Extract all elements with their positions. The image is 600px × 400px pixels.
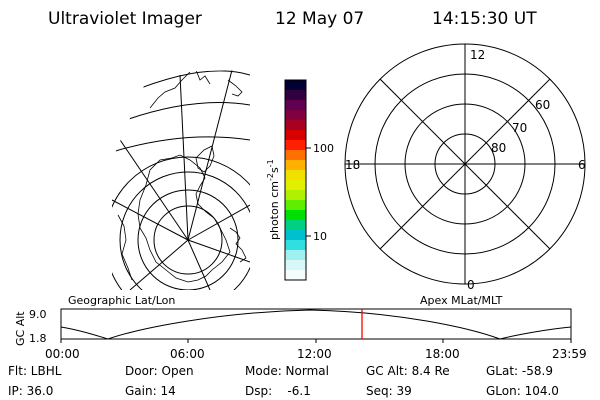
time-tick-label: 06:00: [170, 347, 205, 361]
door-value: Door: Open: [125, 364, 194, 378]
mlt-label-6: 6: [578, 158, 586, 172]
color-bar-cell: [285, 180, 306, 191]
mlt-label-12: 12: [470, 48, 485, 62]
y-tick-label: 9.0: [29, 308, 47, 321]
instrument-title: Ultraviolet Imager: [48, 9, 202, 29]
color-bar-cell: [285, 110, 306, 121]
polar-labels: 12 18 6 0 60 70 80: [345, 48, 586, 292]
color-bar-axis-label: photon cm-2s-1: [266, 159, 281, 240]
map-lat-circle: [137, 189, 239, 290]
y-tick-label: 1.8: [29, 332, 47, 345]
map-lat-circle: [112, 156, 250, 290]
gc-alt-axis-label: GC Alt: [14, 311, 27, 346]
coastline: [149, 70, 243, 109]
coastline: [117, 214, 133, 281]
color-bar-cell: [285, 230, 306, 241]
coastline: [229, 227, 247, 263]
coastline: [137, 154, 231, 283]
color-bar-cell: [285, 140, 306, 151]
filter-value: Flt: LBHL: [8, 364, 62, 378]
map-lon-line: [179, 74, 189, 241]
geographic-lat-lon-title: Geographic Lat/Lon: [68, 294, 175, 307]
mlt-label-0: 0: [467, 278, 475, 292]
color-bar-cells: [285, 80, 306, 281]
color-bar-tick-label: 100: [313, 142, 334, 155]
mlat-label-70: 70: [512, 121, 527, 135]
color-bar-cell: [285, 170, 306, 181]
color-bar-cell: [285, 240, 306, 251]
coastline: [195, 145, 215, 173]
geographic-map: [112, 70, 250, 290]
map-lat-circle: [153, 205, 223, 275]
glon-value: GLon: 104.0: [486, 384, 559, 398]
color-bar-cell: [285, 250, 306, 261]
gc-alt-value: GC Alt: 8.4 Re: [366, 364, 450, 378]
color-bar-cell: [285, 120, 306, 131]
color-bar-cell: [285, 210, 306, 221]
date-label: 12 May 07: [275, 9, 364, 29]
gain-value: Gain: 14: [125, 384, 176, 398]
altitude-timeline: Geographic Lat/Lon Apex MLat/MLT GC Alt …: [14, 294, 587, 361]
seq-value: Seq: 39: [366, 384, 412, 398]
color-bar-tick-label: 10: [313, 230, 327, 243]
color-bar-cell: [285, 130, 306, 141]
mlt-label-18: 18: [345, 158, 360, 172]
time-tick-label: 12:00: [297, 347, 332, 361]
color-bar-frame: [284, 79, 307, 281]
time-tick-label: 23:59: [552, 347, 587, 361]
ip-value: IP: 36.0: [8, 384, 53, 398]
glat-value: GLat: -58.9: [486, 364, 553, 378]
polar-plot: [344, 43, 586, 285]
color-bar-cell: [285, 190, 306, 201]
map-lon-line: [187, 239, 250, 263]
color-bar-cell: [285, 100, 306, 111]
time-tick-label: 18:00: [425, 347, 460, 361]
dsp-value: Dsp: -6.1: [245, 384, 311, 398]
map-lat-circle: [119, 171, 250, 290]
time-ticks: [60, 339, 572, 343]
map-lon-line: [112, 127, 189, 241]
timeline-frame: [60, 308, 572, 340]
color-bar-cell: [285, 160, 306, 171]
map-lat-circle: [112, 136, 250, 153]
info-panel: Flt: LBHL Door: Open Mode: Normal GC Alt…: [8, 364, 559, 398]
time-label: 14:15:30 UT: [432, 9, 537, 29]
map-lon-line: [112, 199, 189, 241]
map-lon-line: [129, 239, 189, 290]
polar-axis: [379, 78, 551, 250]
color-bar-cell: [285, 90, 306, 101]
header: Ultraviolet Imager 12 May 07 14:15:30 UT: [48, 9, 537, 29]
time-tick-label: 00:00: [45, 347, 80, 361]
color-bar-cell: [285, 80, 306, 91]
color-bar: 100 10 photon cm-2s-1: [266, 79, 334, 281]
color-bar-cell: [285, 150, 306, 161]
color-bar-cell: [285, 200, 306, 211]
color-bar-cell: [285, 260, 306, 271]
mode-value: Mode: Normal: [245, 364, 329, 378]
mlat-label-60: 60: [535, 98, 550, 112]
altitude-curve: [60, 309, 572, 340]
map-lon-line: [187, 204, 250, 241]
apex-mlat-mlt-title: Apex MLat/MLT: [420, 294, 503, 307]
map-lon-line: [187, 70, 233, 241]
mlat-label-80: 80: [491, 141, 506, 155]
color-bar-cell: [285, 270, 306, 281]
map-lon-line: [187, 239, 211, 290]
color-bar-cell: [285, 220, 306, 231]
